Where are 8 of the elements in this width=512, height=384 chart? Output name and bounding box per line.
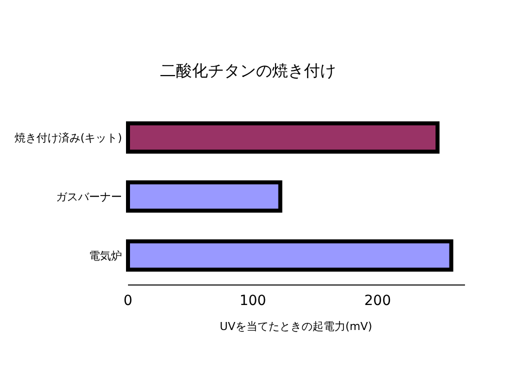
x-axis-title: UVを当てたときの起電力(mV) <box>220 320 372 333</box>
y-tick-label: 電気炉 <box>89 250 122 262</box>
y-tick-label: 焼き付け済み(キット) <box>14 132 122 144</box>
x-tick-label: 200 <box>364 293 391 309</box>
x-tick-label: 100 <box>239 293 266 309</box>
y-tick-label: ガスバーナー <box>56 190 122 204</box>
chart-title: 二酸化チタンの焼き付け <box>160 61 336 80</box>
x-tick-label: 0 <box>124 293 132 309</box>
